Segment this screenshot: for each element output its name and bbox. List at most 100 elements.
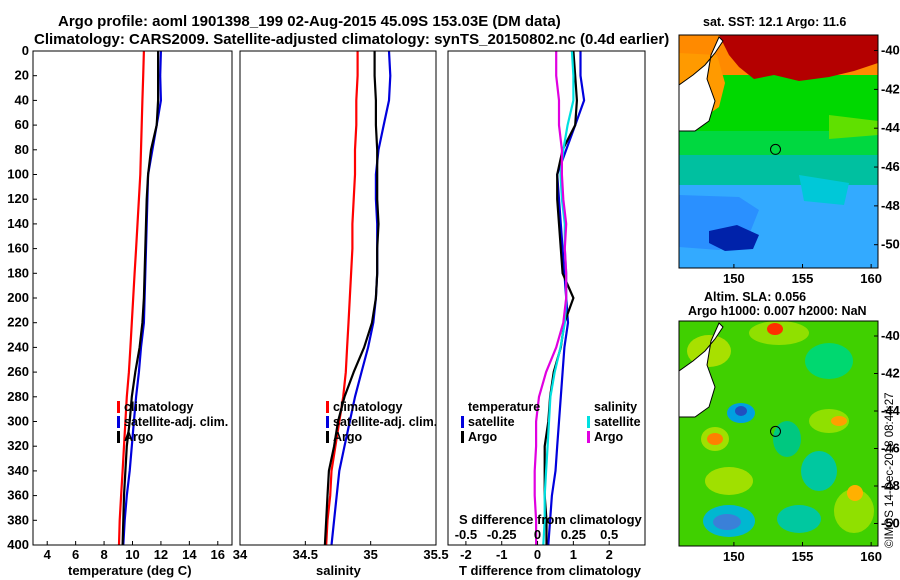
depth-tick-label: 260 [7,364,29,379]
depth-tick-label: 280 [7,389,29,404]
x-tick-label: 16 [211,547,225,562]
salinity-plot-frame [239,50,437,546]
depth-tick-label: 0 [22,43,29,58]
map-lat-tick-label: -42 [881,81,900,96]
sla-map-tick-labels: 150 155 160 -40 -42 -44 -46 -48 -50 [723,328,900,564]
depth-tick-label: 380 [7,512,29,527]
depth-tick-label: 120 [7,191,29,206]
legend-swatch-climatology [326,401,329,413]
x-tick-label: -2 [460,547,472,562]
legend-label-argo: Argo [333,430,363,444]
series-line-argo [121,51,160,546]
s-tick-label: 0.25 [561,527,586,542]
legend-swatch-argo [117,431,120,443]
map-lat-tick-label: -50 [881,516,900,531]
series-line-argo [323,51,380,546]
argo-position-marker [770,425,781,437]
legend-label-s-satellite: satellite [594,415,641,429]
depth-tick-label: 240 [7,339,29,354]
x-tick-label: 14 [182,547,197,562]
difference-legend: temperature satellite Argo salinity sate… [461,400,641,444]
x-tick-label: 0 [534,547,541,562]
x-tick-label: 8 [100,547,107,562]
x-tick-label: 35 [363,547,377,562]
depth-tick-label: 100 [7,167,29,182]
salinity-series [323,50,392,546]
difference-plot-frame [447,50,646,546]
sla-map-frame [678,320,879,547]
map-lat-tick-label: -40 [881,43,900,58]
map-lon-tick-label: 155 [792,271,814,286]
depth-tick-label: 80 [15,142,29,157]
map-lat-tick-label: -44 [881,403,900,418]
depth-tick-label: 320 [7,438,29,453]
s-tick-label: -0.5 [455,527,477,542]
sla-map-title: Altim. SLA: 0.056 [704,290,806,304]
t-difference-xlabel: T difference from climatology [459,563,642,578]
x-tick-label: 6 [72,547,79,562]
map-lon-tick-label: 160 [860,271,882,286]
legend-label-satellite: satellite-adj. clim. [333,415,437,429]
legend-label-argo: Argo [124,430,154,444]
map-lat-tick-label: -48 [881,478,900,493]
map-lat-tick-label: -42 [881,366,900,381]
depth-tick-label: 20 [15,68,29,83]
x-tick-label: 2 [606,547,613,562]
x-tick-label: -1 [496,547,508,562]
legend-label-t-satellite: satellite [468,415,515,429]
depth-tick-label: 160 [7,241,29,256]
depth-tick-label: 40 [15,92,29,107]
salinity-xlabel: salinity [316,563,362,578]
map-lon-tick-label: 150 [723,271,745,286]
series-line-satellite-adj-clim- [330,50,392,546]
legend-swatch-satellite [326,416,329,428]
salinity-legend: climatology satellite-adj. clim. Argo [326,400,437,444]
sla-map-image [679,321,878,546]
map-lat-tick-label: -46 [881,441,900,456]
x-tick-label: 1 [570,547,577,562]
s-tick-label: 0 [534,527,541,542]
map-lat-tick-label: -48 [881,198,900,213]
legend-swatch-t-satellite [461,416,464,428]
series-line-climatology [117,50,145,546]
difference-panel: -2 -1 0 1 2 -0.5 -0.25 0 0.25 0.5 S difference f… [447,50,646,578]
legend-swatch-argo [326,431,329,443]
difference-series [533,50,586,546]
depth-tick-label: 300 [7,414,29,429]
temperature-series [117,50,162,546]
imos-credit: ©IMOS 14-Dec-2018 08:44:27 [884,392,896,548]
legend-label-climatology: climatology [333,400,403,414]
s-tick-label: 0.5 [600,527,618,542]
x-tick-label: 10 [125,547,139,562]
series-line-s-argo [533,51,568,545]
legend-label-s-argo: Argo [594,430,624,444]
sst-map-tick-labels: 150 155 160 -40 -42 -44 -46 -48 -50 [723,43,900,286]
map-lon-tick-label: 155 [792,549,814,564]
legend-swatch-climatology [117,401,120,413]
s-difference-tick-labels: -0.5 -0.25 0 0.25 0.5 [455,527,619,542]
depth-tick-label: 220 [7,315,29,330]
x-tick-label: 34.5 [293,547,318,562]
depth-tick-label: 360 [7,488,29,503]
legend-title-salinity: salinity [594,400,637,414]
legend-swatch-satellite [117,416,120,428]
depth-tick-label: 340 [7,463,29,478]
s-tick-label: -0.25 [487,527,517,542]
x-tick-label: 34 [233,547,248,562]
s-difference-xlabel: S difference from climatology [459,512,643,527]
figure-title-line1: Argo profile: aoml 1901398_199 02-Aug-20… [58,13,561,30]
map-lat-tick-label: -46 [881,159,900,174]
figure-title-line2: Climatology: CARS2009. Satellite-adjuste… [34,31,669,48]
depth-tick-label: 60 [15,117,29,132]
depth-tick-labels: 0 20 40 60 80 100 120 140 160 180 200 220 240 260 280 3… [7,43,37,552]
depth-tick-label: 200 [7,290,29,305]
salinity-tick-labels: 34 34.5 35 35.5 [233,541,449,562]
x-tick-label: 12 [154,547,168,562]
t-difference-tick-labels: -2 -1 0 1 2 [460,541,613,562]
salinity-panel: 34 34.5 35 35.5 salinity climatology satell… [233,50,449,578]
x-tick-label: 4 [44,547,52,562]
sst-map-frame [678,34,879,269]
temperature-tick-labels: 4 6 8 10 12 14 16 [44,541,225,562]
sst-map-image [679,35,878,268]
